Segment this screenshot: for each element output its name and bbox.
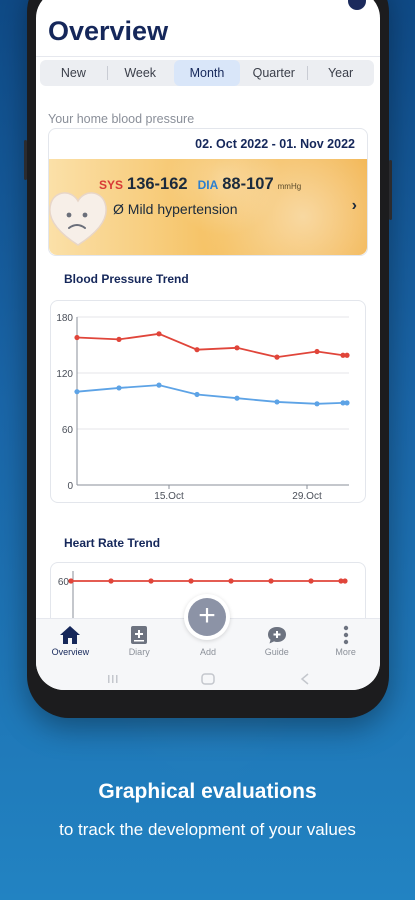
data-point xyxy=(340,352,346,358)
caption-text: to track the development of your values xyxy=(59,820,356,839)
unit-label: mmHg xyxy=(277,182,302,191)
nav-overview-label: Overview xyxy=(51,647,90,657)
y-tick-label: 120 xyxy=(56,369,73,380)
data-point xyxy=(108,578,114,584)
profile-avatar[interactable] xyxy=(348,0,366,10)
sys-value: 136-162 xyxy=(127,175,188,193)
data-point xyxy=(116,385,122,391)
bp-trend-title: Blood Pressure Trend xyxy=(64,272,189,286)
hr-trend-svg: 60 xyxy=(58,571,348,633)
data-point xyxy=(116,336,122,342)
bp-trend-chart[interactable]: 180 120 60 0 15.Oct 29.Oct xyxy=(50,300,366,503)
add-button[interactable]: + xyxy=(184,594,230,640)
tab-new[interactable]: New xyxy=(60,66,86,80)
nav-overview[interactable]: Overview xyxy=(36,619,105,670)
data-point xyxy=(268,578,274,584)
system-nav-icons xyxy=(108,673,309,685)
data-point xyxy=(74,334,80,341)
data-point xyxy=(344,352,350,358)
power-button xyxy=(389,160,392,220)
nav-diary-label: Diary xyxy=(128,647,150,657)
data-point xyxy=(308,578,314,584)
tab-year[interactable]: Year xyxy=(307,60,374,86)
home-icon xyxy=(60,626,81,644)
data-point xyxy=(274,399,280,405)
tab-week[interactable]: Week xyxy=(106,60,174,86)
data-point xyxy=(234,345,240,351)
sys-label: SYS xyxy=(99,178,124,192)
y-tick-label: 180 xyxy=(56,313,73,324)
nav-guide[interactable]: Guide xyxy=(242,619,311,670)
period-selector: New Week Month Quarter Year xyxy=(40,60,374,86)
data-point xyxy=(314,348,320,355)
bp-range-line: SYS 136-162 DIA 88-107 mmHg xyxy=(99,175,301,194)
y-tick-label: 60 xyxy=(62,425,74,436)
title-divider xyxy=(36,56,380,57)
data-point xyxy=(228,578,234,584)
x-tick-label: 15.Oct xyxy=(154,491,184,502)
x-tick-label: 29.Oct xyxy=(292,491,322,502)
volume-button xyxy=(24,140,27,180)
bp-classification: Ø Mild hypertension xyxy=(113,201,238,217)
more-vertical-icon xyxy=(343,625,348,645)
data-point xyxy=(156,382,162,388)
data-point xyxy=(234,395,240,401)
data-point xyxy=(274,354,280,360)
nav-guide-label: Guide xyxy=(264,647,289,657)
data-point xyxy=(188,578,194,584)
dia-label: DIA xyxy=(197,178,219,192)
sad-heart-icon xyxy=(49,192,107,246)
nav-more[interactable]: More xyxy=(311,619,380,670)
data-point xyxy=(344,400,350,406)
nav-more-label: More xyxy=(335,647,356,657)
nav-diary[interactable]: Diary xyxy=(105,619,174,670)
chevron-right-icon[interactable]: › xyxy=(351,197,357,214)
bp-status-banner[interactable]: SYS 136-162 DIA 88-107 mmHg Ø Mild hyper… xyxy=(49,159,367,255)
nav-add[interactable]: Add xyxy=(174,619,243,670)
chat-plus-icon xyxy=(267,627,286,644)
nav-add-label: Add xyxy=(199,647,216,657)
caption-headline: Graphical evaluations xyxy=(98,780,317,803)
data-point xyxy=(194,391,200,398)
data-point xyxy=(342,578,348,584)
y-tick-label: 0 xyxy=(67,481,73,492)
dia-value: 88-107 xyxy=(222,175,274,193)
data-point xyxy=(156,331,162,337)
data-point xyxy=(194,347,200,353)
page-title: Overview xyxy=(48,16,169,46)
data-point xyxy=(314,401,320,407)
plus-icon: + xyxy=(188,598,226,636)
y-tick-label: 60 xyxy=(58,577,70,588)
data-point xyxy=(340,400,346,406)
bp-trend-svg: 180 120 60 0 15.Oct 29.Oct xyxy=(56,313,350,502)
data-point xyxy=(338,578,344,584)
section-subtitle: Your home blood pressure xyxy=(48,112,195,126)
system-nav-bar xyxy=(36,670,380,690)
data-point xyxy=(74,389,80,395)
tab-month[interactable]: Month xyxy=(173,60,241,86)
date-range: 02. Oct 2022 - 01. Nov 2022 xyxy=(195,137,355,151)
tab-quarter[interactable]: Quarter xyxy=(252,66,295,80)
bp-summary-card: 02. Oct 2022 - 01. Nov 2022 SYS 136-162 … xyxy=(48,128,368,256)
app-screen: Overview New Week Month Quarter Year You… xyxy=(36,0,380,690)
data-point xyxy=(68,578,74,584)
hr-trend-title: Heart Rate Trend xyxy=(64,536,161,550)
data-point xyxy=(148,578,154,584)
diary-plus-icon xyxy=(131,626,148,644)
